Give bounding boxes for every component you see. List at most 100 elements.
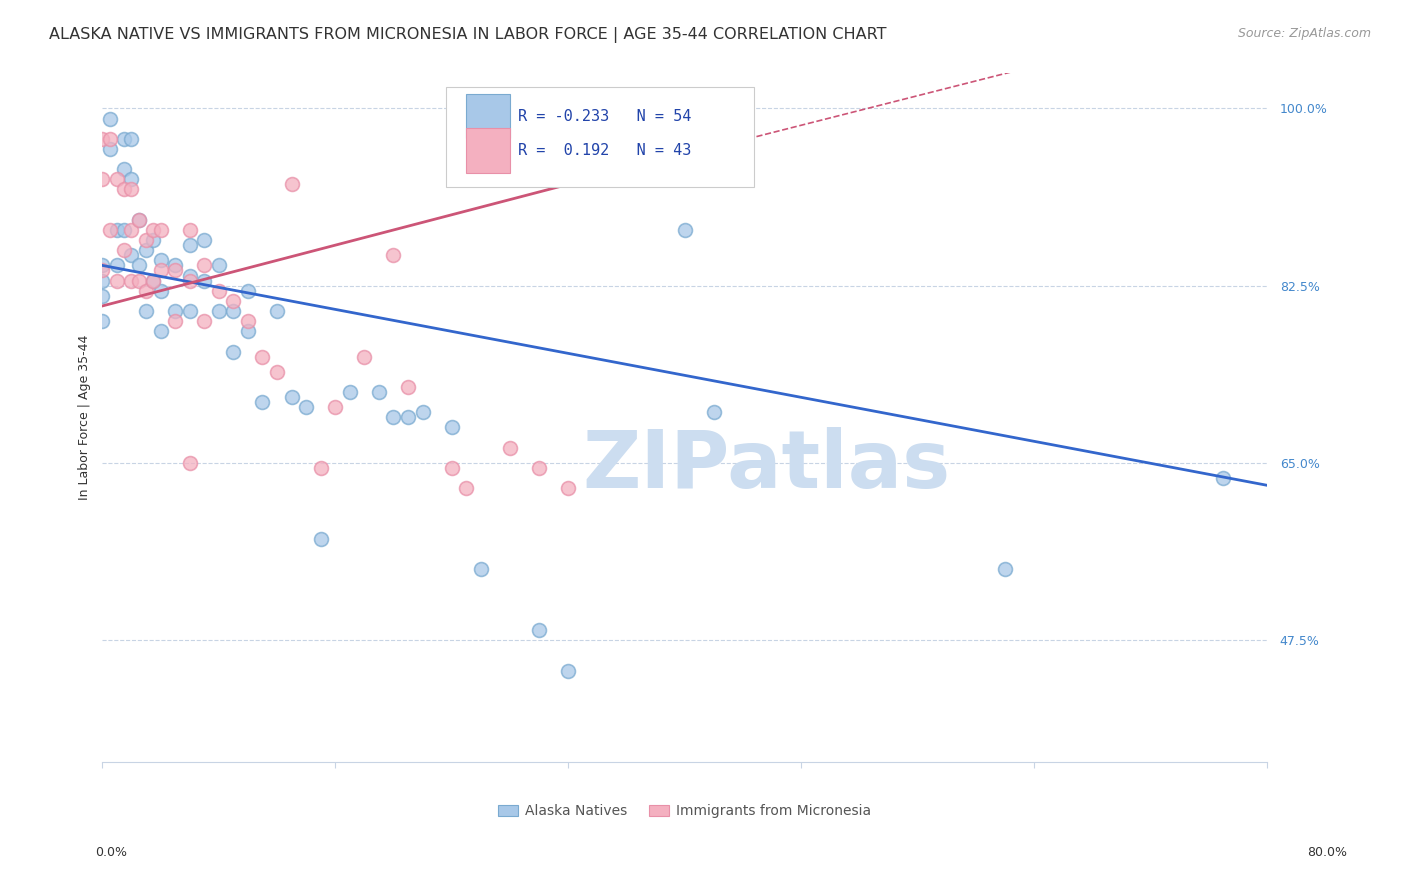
FancyBboxPatch shape [446,87,755,186]
Text: 80.0%: 80.0% [1308,846,1347,859]
Text: Source: ZipAtlas.com: Source: ZipAtlas.com [1237,27,1371,40]
Point [121,132,143,146]
Text: 0.0%: 0.0% [96,846,128,859]
Point [149,253,172,268]
Point [91,289,114,303]
Point [142,233,165,247]
Point [165,314,187,328]
Point [222,304,245,318]
Point [98,112,121,126]
Point [142,274,165,288]
Point [105,259,128,273]
Point [149,223,172,237]
Point [112,244,135,258]
Text: R = -0.233   N = 54: R = -0.233 N = 54 [517,109,692,123]
Point [236,284,259,298]
Point [499,441,522,455]
Point [193,274,215,288]
Point [179,456,201,470]
Point [323,401,346,415]
Point [135,304,157,318]
Point [91,263,114,277]
Point [295,401,318,415]
FancyBboxPatch shape [465,128,510,173]
Point [266,365,288,379]
Point [193,259,215,273]
Point [121,182,143,196]
Point [222,293,245,308]
Point [208,259,231,273]
Point [105,172,128,186]
Point [98,223,121,237]
Point [193,233,215,247]
Y-axis label: In Labor Force | Age 35-44: In Labor Force | Age 35-44 [79,334,91,500]
Point [280,390,302,404]
Point [165,263,187,277]
Point [135,244,157,258]
Legend: Alaska Natives, Immigrants from Micronesia: Alaska Natives, Immigrants from Micrones… [492,798,877,823]
Point [440,420,463,434]
Point [112,162,135,177]
Point [142,223,165,237]
Point [396,410,419,425]
Point [236,324,259,338]
Point [165,259,187,273]
Point [412,405,434,419]
Text: ZIPatlas: ZIPatlas [582,426,950,505]
Point [105,223,128,237]
Point [91,172,114,186]
FancyBboxPatch shape [465,94,510,138]
Point [353,350,375,364]
Point [179,274,201,288]
Point [179,238,201,252]
Point [1212,471,1234,485]
Point [105,274,128,288]
Point [367,385,389,400]
Point [396,380,419,394]
Point [98,132,121,146]
Point [135,284,157,298]
Point [91,274,114,288]
Point [280,178,302,192]
Point [128,212,150,227]
Point [149,263,172,277]
Point [208,304,231,318]
Point [121,274,143,288]
Text: ALASKA NATIVE VS IMMIGRANTS FROM MICRONESIA IN LABOR FORCE | AGE 35-44 CORRELATI: ALASKA NATIVE VS IMMIGRANTS FROM MICRONE… [49,27,887,43]
Point [149,284,172,298]
Point [142,274,165,288]
Point [112,223,135,237]
Point [179,223,201,237]
Point [121,172,143,186]
Point [179,268,201,283]
Point [252,350,274,364]
Point [994,562,1017,576]
Point [208,284,231,298]
Point [222,344,245,359]
Point [112,132,135,146]
Point [179,304,201,318]
Point [440,461,463,475]
Point [557,481,579,495]
Point [236,314,259,328]
Point [193,314,215,328]
Point [557,664,579,678]
Point [527,623,550,637]
Point [128,274,150,288]
Point [91,259,114,273]
Point [309,461,332,475]
Point [527,461,550,475]
Point [149,324,172,338]
Point [91,314,114,328]
Point [266,304,288,318]
Text: R =  0.192   N = 43: R = 0.192 N = 43 [517,143,692,158]
Point [128,259,150,273]
Point [339,385,361,400]
Point [382,248,405,262]
Point [382,410,405,425]
Point [470,562,492,576]
Point [112,182,135,196]
Point [121,223,143,237]
Point [135,233,157,247]
Point [91,132,114,146]
